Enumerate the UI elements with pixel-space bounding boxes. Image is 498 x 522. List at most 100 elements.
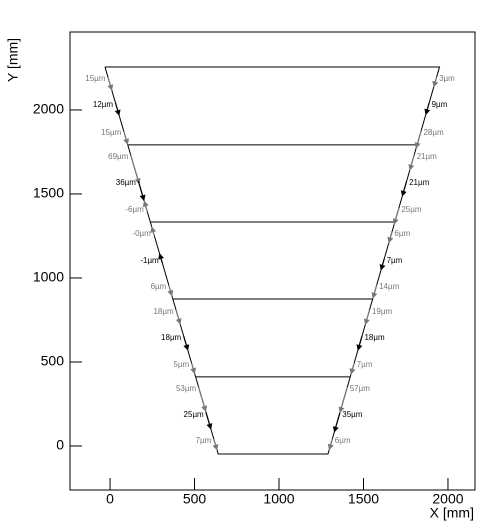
arrow-label: -0µm [132,229,151,238]
arrow [338,386,348,414]
arrow [183,335,190,351]
arrow-head [201,405,208,412]
arrow-label: 21µm [409,178,430,187]
x-tick-label: 1000 [263,491,294,507]
arrow-head [432,80,439,88]
plot-frame [69,31,476,491]
arrow-label: 19µm [372,307,393,316]
arrow-head [363,318,370,326]
arrow-head [338,406,345,414]
arrow [150,226,157,237]
arrow [198,386,208,412]
x-tick-label: 2000 [432,491,463,507]
x-tick-label: 1500 [348,491,379,507]
arrow [175,309,182,325]
arrow-label: 53µm [176,384,197,393]
arrow-label: 18µm [364,333,385,342]
arrow-head [175,318,182,325]
arrow-head [190,367,196,375]
arrow-head [379,264,386,271]
arrow-head [206,423,213,430]
arrow [400,180,408,197]
arrow-label: 69µm [108,152,129,161]
arrow-head [332,426,339,433]
arrow-label: 6µm [394,229,410,238]
arrow [327,438,334,451]
arrow [332,412,341,433]
arrow-head [212,444,219,451]
x-tick-label: 500 [183,491,207,507]
arrow-label: 12µm [93,100,114,109]
arrow [379,258,386,271]
arrow-label: 18µm [161,333,182,342]
arrow-head [139,194,146,202]
arrow-head [414,142,421,149]
arrow-label: 3µm [439,74,455,83]
arrow [349,362,356,375]
arrow [414,130,422,149]
arrow-head [408,164,415,171]
x-axis-label: X [mm] [430,505,474,521]
arrow-head [424,108,431,116]
arrow [114,102,121,117]
arrow-shaft [130,154,140,183]
arrow-label: 7µm [387,256,403,265]
y-tick-label: 2000 [33,101,64,117]
arrow-label: 6µm [151,282,167,291]
arrow [137,180,146,202]
arrow [356,335,363,351]
arrow-label: -1µm [140,256,159,265]
arrow-label: 35µm [342,410,363,419]
arrow-head [183,344,190,351]
arrow-head [123,138,129,145]
arrow-head [327,443,334,451]
arrow [424,102,431,116]
arrow-label: 14µm [379,282,400,291]
arrow-head [107,84,114,91]
arrow-head [158,253,164,260]
y-tick-label: 1500 [33,185,64,201]
arrow-head [356,344,363,351]
arrow-label: 7µm [357,360,373,369]
arrow-label: 6µm [335,436,351,445]
arrow [205,412,213,430]
arrow-label: 15µm [101,128,122,137]
arrow-head [114,109,121,117]
arrow-head [400,190,407,197]
outline [104,66,441,455]
arrow-label: 18µm [153,307,174,316]
arrow-shaft [339,386,348,412]
y-tick-label: 0 [56,437,64,453]
arrow [142,200,149,213]
y-tick-label: 500 [41,353,65,369]
arrow-label: 21µm [417,152,438,161]
arrow-label: 25µm [184,410,205,419]
arrow [408,154,415,171]
arrow-label: 15µm [85,74,106,83]
arrow-label: 9µm [432,100,448,109]
arrow-head [150,226,157,233]
arrow [387,231,394,244]
arrow [190,362,196,375]
arrow-head [142,200,149,208]
arrow-head [349,368,356,375]
arrow [167,284,174,297]
arrow [392,207,400,225]
arrow [363,309,371,326]
y-axis-label: Y [mm] [5,38,21,82]
arrow-head [387,236,394,244]
y-tick-label: 1000 [33,269,64,285]
arrow-label: 25µm [401,205,422,214]
arrow-label: 36µm [116,178,137,187]
arrow [107,76,114,91]
arrow-head [371,292,378,299]
arrow-label: 5µm [173,360,189,369]
arrow-head [392,218,399,225]
arrow [371,284,378,299]
x-tick-label: 0 [106,491,114,507]
arrow-label: 28µm [423,128,444,137]
arrow [158,253,164,264]
arrow-label: 57µm [350,384,371,393]
